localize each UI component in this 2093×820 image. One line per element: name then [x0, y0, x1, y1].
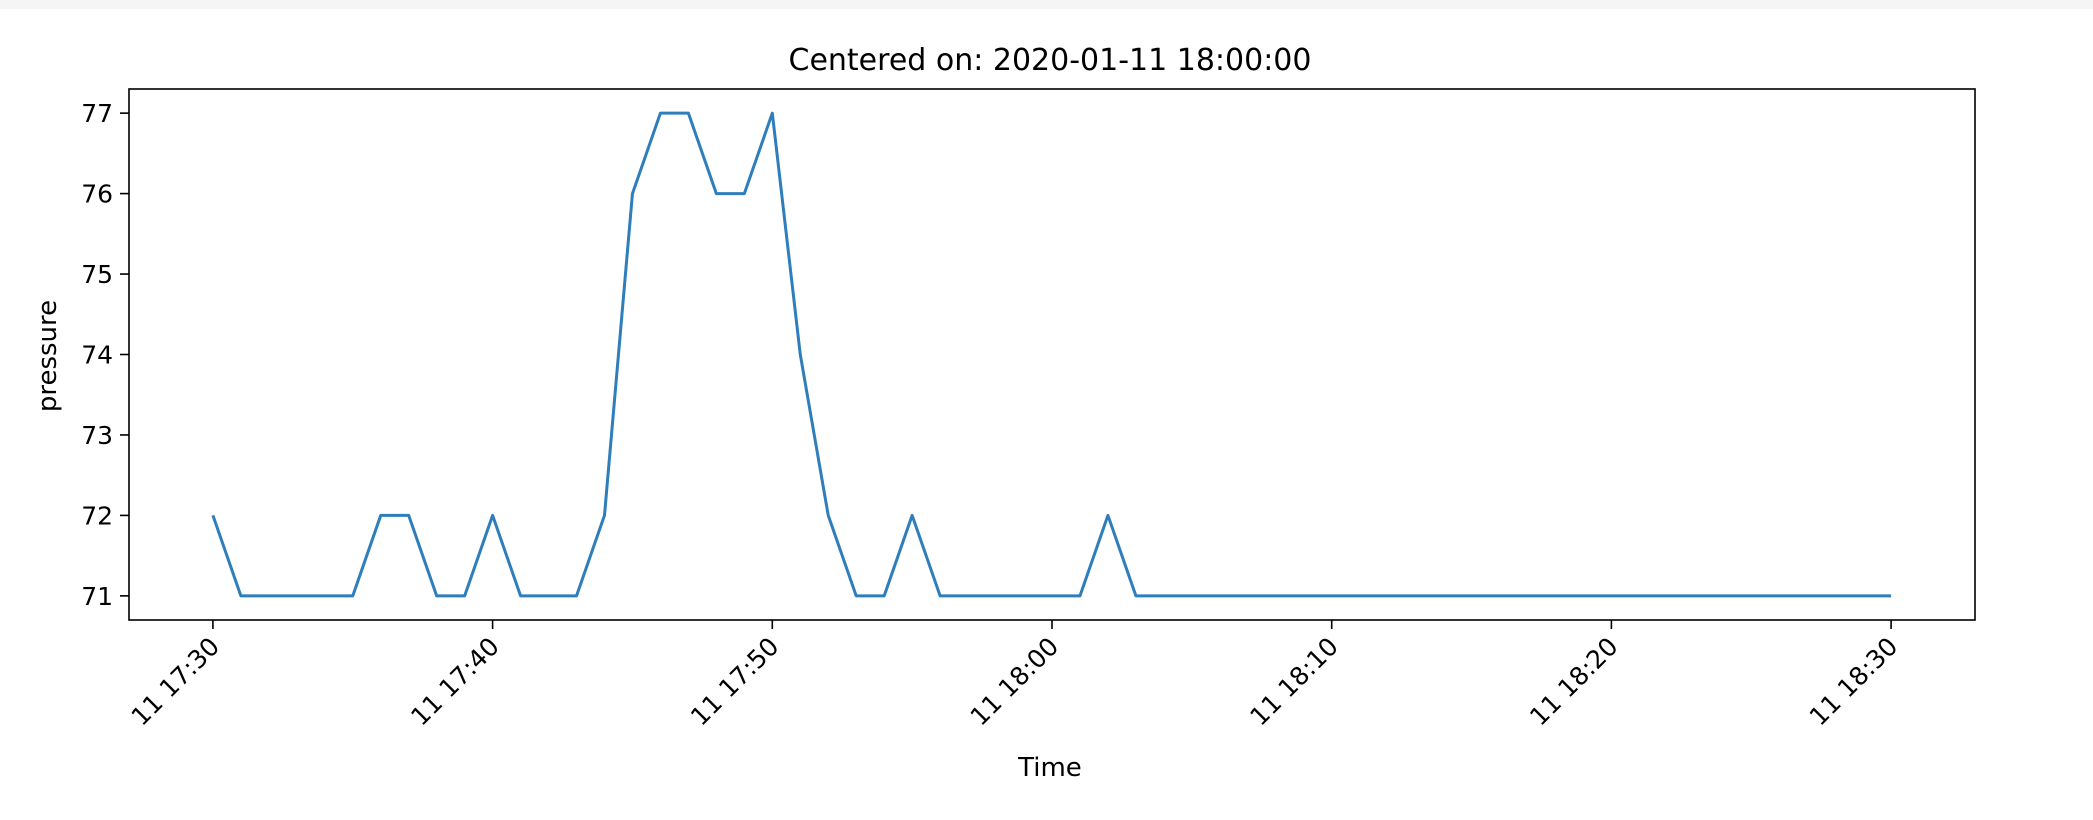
y-axis-label: pressure — [33, 300, 63, 412]
plot-frame — [128, 88, 1976, 621]
x-tick-label: 11 18:20 — [1524, 632, 1624, 732]
x-tick-label: 11 17:50 — [685, 632, 785, 732]
x-tick-label: 11 18:10 — [1244, 632, 1344, 732]
chart-title: Centered on: 2020-01-11 18:00:00 — [789, 43, 1312, 78]
y-tick-label: 76 — [81, 180, 113, 209]
y-tick-label: 72 — [81, 501, 113, 530]
x-axis: 11 17:30 11 17:40 11 17:50 11 18:00 11 18:10… — [126, 620, 1904, 732]
y-tick-label: 71 — [81, 582, 113, 611]
x-tick-label: 11 18:30 — [1804, 632, 1904, 732]
series-layer — [211, 111, 1892, 598]
y-axis: 71 72 73 74 75 76 77 — [81, 99, 129, 611]
x-tick-label: 11 17:30 — [126, 632, 226, 732]
series-line-0 — [211, 111, 1892, 598]
x-tick-label: 11 18:00 — [965, 632, 1065, 732]
y-tick-label: 73 — [81, 421, 113, 450]
y-tick-label: 75 — [81, 260, 113, 289]
top-strip — [0, 0, 2093, 9]
x-tick-label: 11 17:40 — [405, 632, 505, 732]
x-axis-label: Time — [1017, 753, 1082, 783]
y-tick-label: 74 — [81, 341, 113, 370]
y-tick-label: 77 — [81, 99, 113, 128]
